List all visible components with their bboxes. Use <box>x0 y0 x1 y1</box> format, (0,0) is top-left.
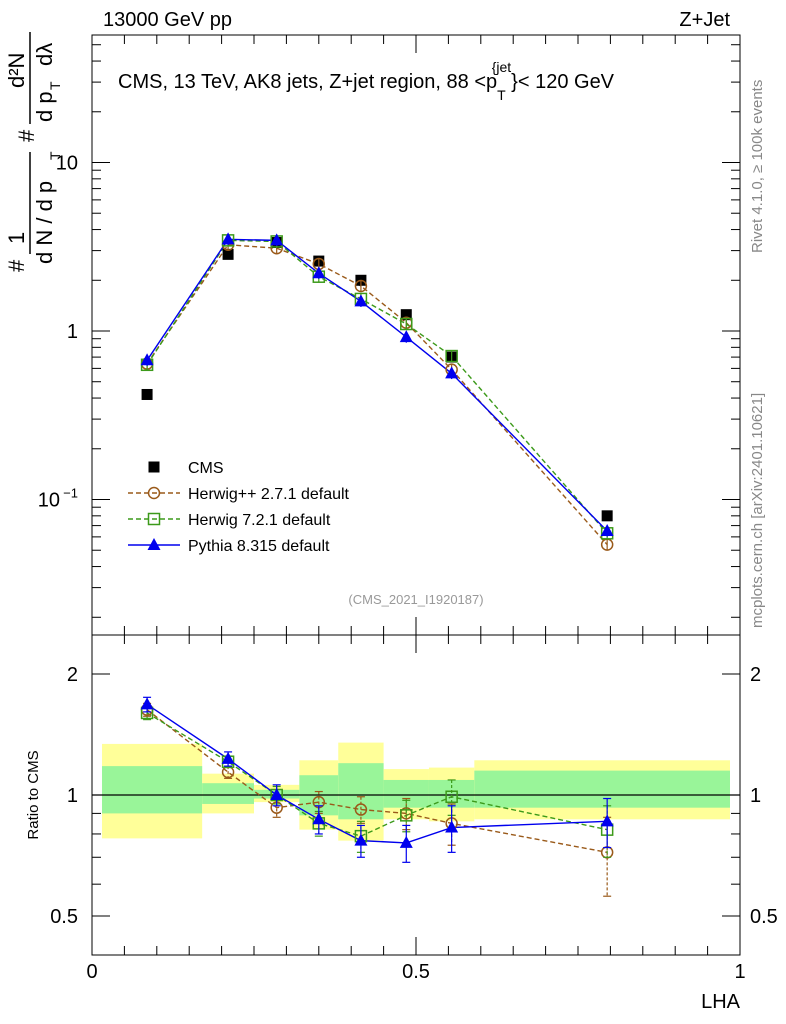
ratio-point-herwig-7-2-1-default <box>400 809 413 822</box>
legend-label-herwig-2-7-1-default: Herwig++ 2.7.1 default <box>188 486 350 503</box>
ylabel-denominator: d N / d p <box>32 181 57 264</box>
main-series-lines <box>146 238 608 546</box>
ylabel-one: 1 <box>4 232 29 244</box>
data-point-cms <box>222 248 234 260</box>
data-point-cms <box>601 510 613 522</box>
data-point-pythia-8-315-default <box>399 330 413 343</box>
title-sup: {jet <box>492 59 512 75</box>
ylabel-d2n: d²N <box>4 53 29 88</box>
ratio-plot: 0.5 0.51 12 2 0 0.5 1 Ratio to CMS <box>25 634 778 983</box>
x-tick-label: 0.5 <box>402 961 430 983</box>
data-point-pythia-8-315-default <box>445 366 459 379</box>
band-inner <box>474 770 730 808</box>
y-tick-exponent: −1 <box>63 486 78 501</box>
ratio-series-lines <box>146 703 608 854</box>
header-left: 13000 GeV pp <box>103 9 232 31</box>
main-x-ticks <box>91 35 741 635</box>
title-suffix: < 120 GeV <box>518 71 615 93</box>
legend-label-cms: CMS <box>188 460 224 477</box>
ratio-point-herwig-2-7-1-default <box>354 803 368 816</box>
ratio-y-tick-label-right: 0.5 <box>750 906 778 928</box>
ratio-point-pythia-8-315-default <box>399 835 413 848</box>
legend-label-pythia-8-315-default: Pythia 8.315 default <box>188 538 330 555</box>
ylabel-dlambda: dλ <box>32 43 57 66</box>
data-point-herwig-7-2-1-default <box>445 349 458 363</box>
ratio-point-pythia-8-315-default <box>354 833 368 846</box>
ratio-point-pythia-8-315-default <box>600 814 614 827</box>
data-point-herwig-2-7-1-default <box>354 279 368 293</box>
ratio-y-tick-label: 2 <box>67 664 78 686</box>
ratio-point-pythia-8-315-default <box>221 751 235 764</box>
title-prefix: CMS, 13 TeV, AK8 jets, Z+jet region, 88 … <box>118 71 497 93</box>
ratio-point-pythia-8-315-default <box>270 788 284 800</box>
data-point-cms <box>141 388 153 400</box>
x-axis-label: LHA <box>701 991 741 1013</box>
legend-marker-cms <box>148 461 160 473</box>
analysis-watermark: (CMS_2021_I1920187) <box>348 592 483 607</box>
y-tick-label: 1 <box>67 321 78 343</box>
ratio-point-pythia-8-315-default <box>140 697 154 710</box>
ratio-uncertainty-bands <box>92 742 740 841</box>
main-ylabel: # 1 d N / d p T # d²N d p T dλ <box>4 32 63 272</box>
legend-label-herwig-7-2-1-default: Herwig 7.2.1 default <box>188 512 331 529</box>
title-sub: T <box>497 87 506 103</box>
ratio-y-tick-label-right: 1 <box>750 785 761 807</box>
data-point-pythia-8-315-default <box>140 353 154 366</box>
ylabel-hash-2: # <box>14 129 39 142</box>
ratio-y-tick-label: 0.5 <box>50 906 78 928</box>
rivet-label: Rivet 4.1.0, ≥ 100k events <box>749 80 766 253</box>
ratio-point-pythia-8-315-default <box>445 820 459 833</box>
data-point-herwig-7-2-1-default <box>400 317 413 331</box>
ratio-ylabel: Ratio to CMS <box>25 750 42 839</box>
title-close: } <box>511 71 518 93</box>
y-tick-label: 10 <box>38 490 60 512</box>
data-point-pythia-8-315-default <box>221 232 235 245</box>
series-line-pythia-8-315-default <box>146 238 608 532</box>
data-point-cms <box>400 309 412 321</box>
ratio-y-ticks: 0.5 0.5 1 1 2 2 <box>50 664 778 928</box>
band-inner <box>102 766 203 814</box>
ylabel-sub-2: T <box>47 81 63 90</box>
ylabel-dp: d p <box>32 91 57 122</box>
main-series-points <box>140 232 614 551</box>
ratio-y-tick-label: 1 <box>67 785 78 807</box>
ratio-line-herwig-2-7-1-default <box>146 709 608 854</box>
band-inner <box>202 783 254 804</box>
legend: CMS Herwig++ 2.7.1 default Herwig 7.2.1 de… <box>128 460 350 555</box>
y-tick-label: 10 <box>56 153 78 175</box>
legend-marker-pythia-8-315-default <box>147 538 161 550</box>
ylabel-sub-1: T <box>47 151 63 160</box>
ratio-series-points <box>140 696 614 897</box>
band-inner <box>338 763 384 820</box>
header-right: Z+Jet <box>679 9 730 31</box>
data-point-pythia-8-315-default <box>312 266 326 279</box>
mcplots-label: mcplots.cern.ch [arXiv:2401.10621] <box>749 393 766 628</box>
legend-marker-herwig-2-7-1-default <box>147 486 161 500</box>
data-point-pythia-8-315-default <box>270 233 284 246</box>
ratio-line-pythia-8-315-default <box>146 703 608 844</box>
ylabel-hash-1: # <box>4 259 29 272</box>
data-point-pythia-8-315-default <box>600 524 614 537</box>
ratio-point-pythia-8-315-default <box>312 812 326 825</box>
x-tick-label: 0 <box>86 961 97 983</box>
ratio-x-ticks: 0 0.5 1 <box>86 635 746 983</box>
ratio-point-herwig-7-2-1-default <box>445 790 458 804</box>
legend-marker-herwig-7-2-1-default <box>147 512 161 526</box>
band-inner <box>383 779 429 808</box>
data-point-pythia-8-315-default <box>354 294 368 307</box>
ratio-y-tick-label-right: 2 <box>750 664 761 686</box>
x-tick-label: 1 <box>734 961 745 983</box>
chart-title: CMS, 13 TeV, AK8 jets, Z+jet region, 88 … <box>118 59 615 103</box>
